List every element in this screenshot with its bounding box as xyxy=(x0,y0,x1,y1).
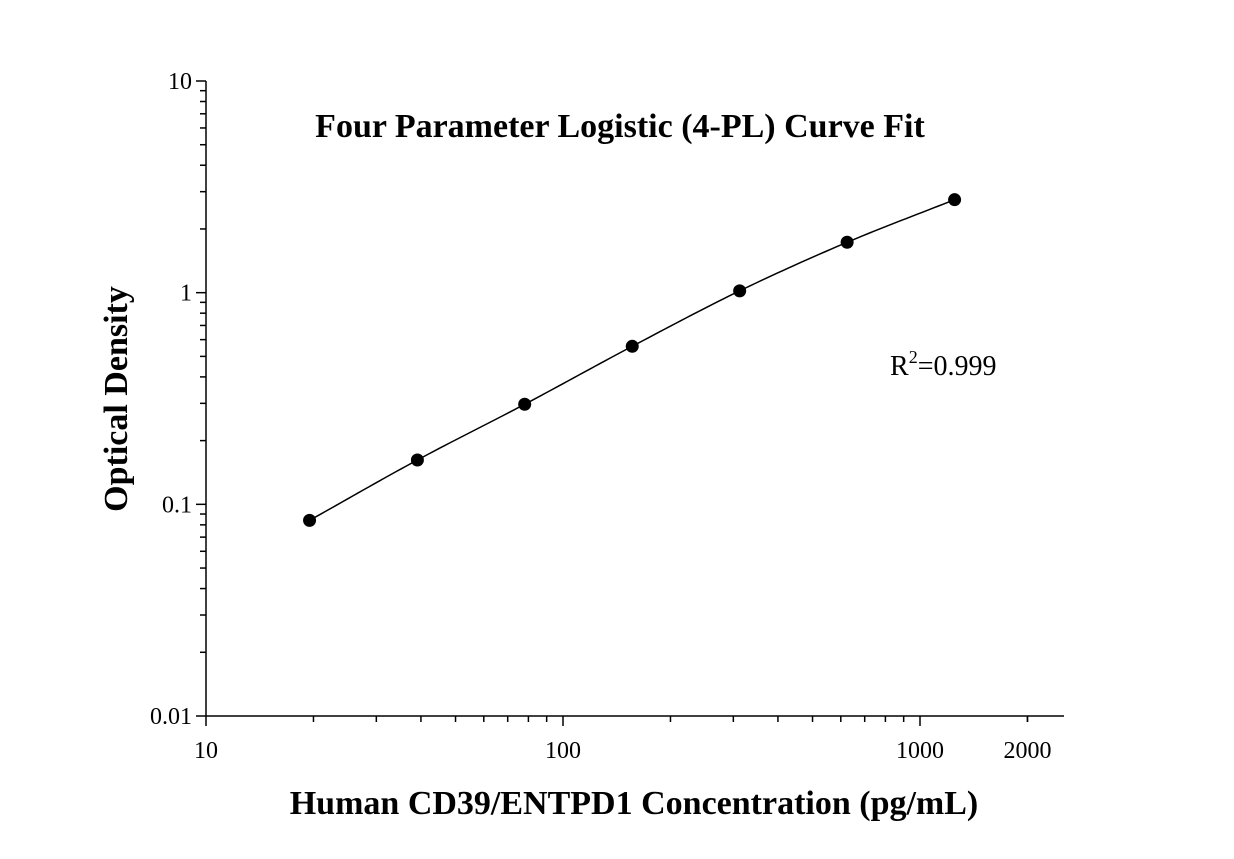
chart-title: Four Parameter Logistic (4-PL) Curve Fit xyxy=(315,108,925,145)
minor-ticks xyxy=(200,89,1029,722)
r-squared-value: =0.999 xyxy=(918,351,997,382)
r-squared-base: R xyxy=(890,351,909,382)
data-point xyxy=(625,339,639,353)
y-tick-label: 10 xyxy=(168,69,192,95)
r-squared-superscript: 2 xyxy=(909,347,918,367)
y-axis-label: Optical Density xyxy=(98,286,135,512)
data-point xyxy=(303,513,317,527)
y-tick-label: 1 xyxy=(180,281,192,307)
data-point xyxy=(840,235,854,249)
x-tick-label: 100 xyxy=(545,738,581,764)
major-ticks xyxy=(196,80,921,726)
axes xyxy=(205,81,1064,717)
x-axis-label: Human CD39/ENTPD1 Concentration (pg/mL) xyxy=(290,785,979,822)
data-point xyxy=(410,453,424,467)
data-point xyxy=(948,193,962,207)
x-tick-label: 2000 xyxy=(1003,738,1051,764)
x-tick-label: 10 xyxy=(194,738,218,764)
data-point xyxy=(733,284,747,298)
r-squared-annotation: R2=0.999 xyxy=(890,347,996,382)
y-tick-label: 0.1 xyxy=(162,492,192,518)
data-point xyxy=(518,397,532,411)
y-tick-label: 0.01 xyxy=(150,704,192,730)
fit-curve xyxy=(309,198,955,522)
data-points xyxy=(303,193,962,527)
tick-labels: 10 100 1000 2000 0.01 0.1 1 10 xyxy=(150,69,1051,764)
x-tick-label: 1000 xyxy=(896,738,944,764)
